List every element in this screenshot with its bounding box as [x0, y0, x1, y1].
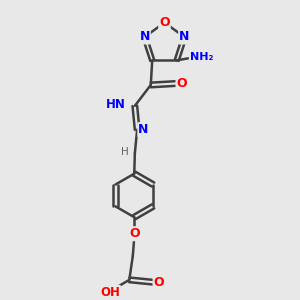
Text: N: N	[140, 31, 150, 44]
Text: O: O	[154, 276, 164, 289]
Text: HN: HN	[106, 98, 126, 111]
Text: N: N	[138, 123, 149, 136]
Text: NH₂: NH₂	[190, 52, 213, 62]
Text: OH: OH	[100, 286, 120, 299]
Text: N: N	[179, 31, 190, 44]
Text: H: H	[121, 147, 129, 157]
Text: O: O	[176, 77, 187, 90]
Text: O: O	[159, 16, 170, 29]
Text: O: O	[129, 227, 140, 240]
